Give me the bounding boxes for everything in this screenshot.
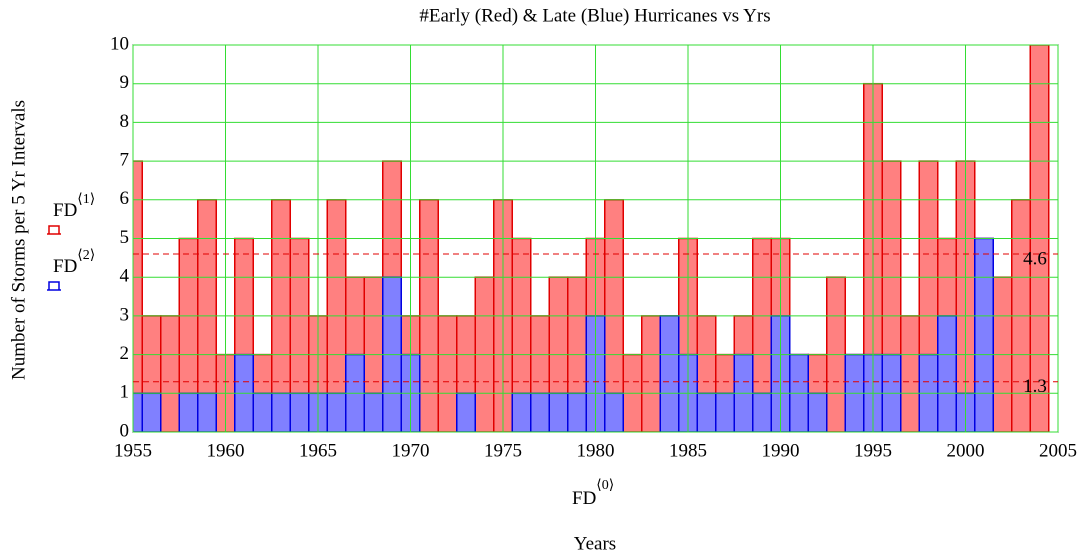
y-tick-label: 7 (120, 149, 130, 170)
x-axis-label: Years (574, 533, 616, 554)
y-tick-label: 0 (120, 420, 130, 441)
bar (530, 392, 550, 432)
y-tick-label: 3 (120, 304, 130, 325)
x-expression-sup: ⟨0⟩ (596, 478, 614, 493)
legend-text: FD (53, 200, 77, 221)
x-tick-label: 1965 (299, 440, 337, 461)
x-tick-label: 1980 (577, 440, 615, 461)
bar (133, 160, 143, 432)
bar (696, 392, 717, 432)
x-tick-label: 1975 (484, 440, 522, 461)
bar (141, 392, 162, 432)
x-expression: FD⟨0⟩ (572, 478, 614, 509)
bar (900, 315, 920, 432)
y-tick-label: 9 (120, 72, 130, 93)
bar (715, 392, 735, 432)
legend-marker (47, 281, 61, 291)
bar (604, 392, 624, 432)
legend-sup: ⟨2⟩ (77, 248, 95, 263)
y-tick-label: 6 (120, 188, 130, 209)
x-expression-text: FD (572, 488, 596, 509)
y-tick-label: 1 (120, 382, 130, 403)
bar (511, 392, 532, 432)
y-tick-label: 8 (120, 111, 130, 132)
y-tick-label: 2 (120, 343, 130, 364)
bar (548, 392, 569, 432)
legend-marker (47, 225, 61, 235)
x-tick-label: 1985 (669, 440, 707, 461)
x-tick-label: 2005 (1039, 440, 1077, 461)
bar (659, 315, 680, 432)
x-tick-label: 2000 (947, 440, 985, 461)
bar (363, 392, 384, 432)
y-axis-label: Number of Storms per 5 Yr Intervals (8, 100, 29, 380)
bar (437, 315, 458, 432)
y-tick-label: 10 (110, 33, 129, 54)
bar (937, 315, 957, 432)
y-tick-label: 5 (120, 227, 130, 248)
x-tick-label: 1955 (114, 440, 152, 461)
bar (178, 392, 199, 432)
bar (456, 392, 476, 432)
legend-entry: FD⟨1⟩ (53, 192, 95, 221)
x-tick-label: 1960 (207, 440, 245, 461)
bar (641, 315, 661, 432)
bar (160, 315, 180, 432)
bar (567, 392, 587, 432)
legend-text: FD (53, 256, 77, 277)
mean-label: 1.3 (1023, 376, 1047, 397)
bar (252, 392, 273, 432)
bar (974, 237, 994, 432)
chart-title: #Early (Red) & Late (Blue) Hurricanes vs… (419, 5, 770, 26)
bar (752, 392, 772, 432)
x-tick-label: 1990 (762, 440, 800, 461)
bar (289, 392, 310, 432)
legend-sup: ⟨1⟩ (77, 192, 95, 207)
legend-entry: FD⟨2⟩ (53, 248, 95, 277)
bar (326, 392, 347, 432)
bar (271, 392, 291, 432)
bar (197, 392, 217, 432)
mean-label: 4.6 (1023, 248, 1047, 269)
x-tick-label: 1995 (854, 440, 892, 461)
x-tick-label: 1970 (392, 440, 430, 461)
bar (807, 392, 828, 432)
y-tick-label: 4 (120, 266, 130, 287)
